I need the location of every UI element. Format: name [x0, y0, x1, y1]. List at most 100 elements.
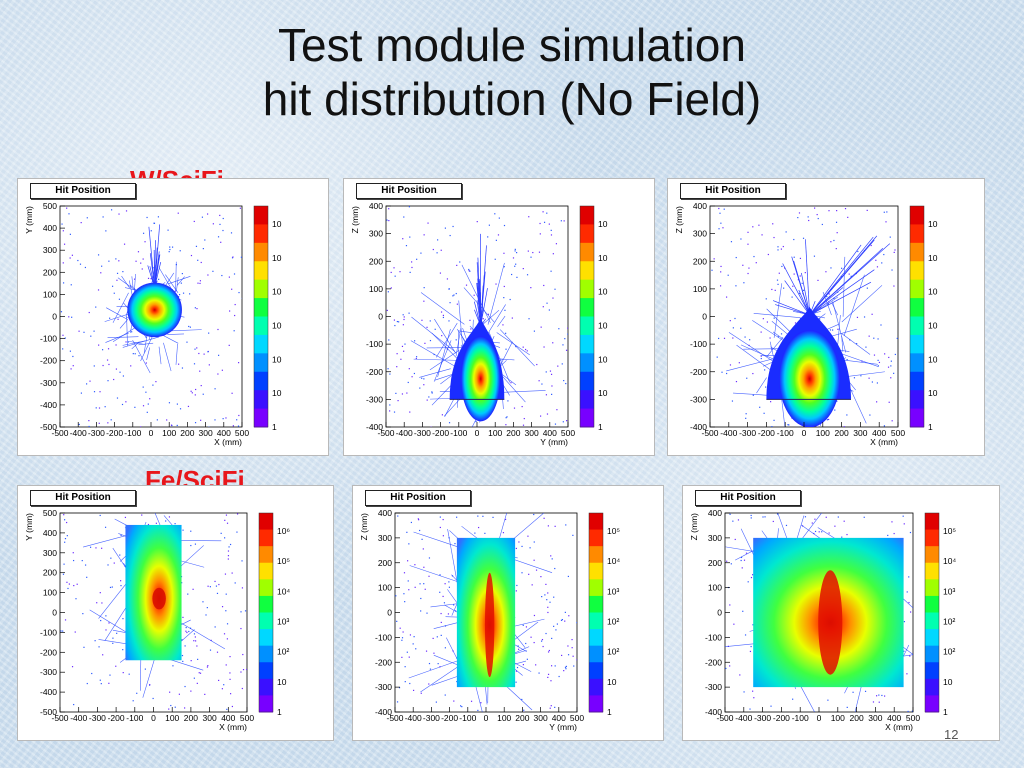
- x-tick-label: -500: [701, 428, 718, 438]
- background-hit: [408, 656, 410, 658]
- palette-swatch: [254, 261, 268, 281]
- background-hit: [747, 581, 749, 583]
- palette-swatch: [910, 371, 924, 391]
- y-tick-label: 400: [369, 201, 383, 211]
- palette-swatch: [589, 546, 603, 564]
- background-hit: [66, 581, 68, 583]
- background-hit: [887, 534, 889, 537]
- x-tick-label: -200: [758, 428, 775, 438]
- background-hit: [894, 249, 896, 251]
- shower-track: [105, 332, 129, 343]
- background-hit: [503, 224, 506, 227]
- y-tick-label: 400: [43, 528, 57, 538]
- background-hit: [448, 320, 450, 322]
- background-hit: [418, 519, 420, 521]
- background-hit: [877, 365, 879, 367]
- background-hit: [179, 250, 181, 252]
- background-hit: [421, 538, 423, 540]
- background-hit: [444, 694, 446, 696]
- background-hit: [829, 329, 832, 331]
- background-hit: [222, 418, 224, 420]
- background-hit: [893, 372, 895, 374]
- background-hit: [120, 580, 122, 582]
- background-hit: [564, 338, 566, 340]
- background-hit: [201, 216, 204, 218]
- background-hit: [200, 419, 202, 421]
- background-hit: [181, 582, 183, 584]
- palette-swatch: [589, 645, 603, 663]
- background-hit: [752, 690, 754, 692]
- background-hit: [140, 262, 142, 264]
- shower-track: [124, 287, 136, 291]
- y-tick-label: -500: [40, 707, 57, 717]
- background-hit: [523, 709, 525, 711]
- background-hit: [908, 601, 910, 604]
- background-hit: [884, 353, 886, 355]
- background-hit: [95, 306, 97, 308]
- palette-swatch: [925, 513, 939, 531]
- background-hit: [442, 314, 445, 317]
- background-hit: [716, 356, 718, 358]
- background-hit: [891, 521, 893, 523]
- background-hit: [125, 341, 127, 343]
- background-hit: [437, 663, 439, 665]
- background-hit: [856, 316, 859, 319]
- background-hit: [527, 535, 529, 537]
- background-hit: [721, 371, 723, 373]
- x-tick-label: -400: [720, 428, 737, 438]
- background-hit: [84, 266, 87, 269]
- background-hit: [891, 269, 893, 271]
- background-hit: [890, 365, 892, 367]
- background-hit: [843, 426, 846, 427]
- background-hit: [214, 388, 216, 390]
- y-tick-label: -200: [366, 367, 383, 377]
- shower-track: [841, 333, 871, 355]
- shower-track: [837, 315, 841, 349]
- background-hit: [870, 244, 872, 247]
- background-hit: [804, 516, 807, 518]
- background-hit: [846, 533, 848, 536]
- palette-label: 1: [928, 422, 933, 432]
- background-hit: [397, 515, 399, 517]
- background-hit: [86, 217, 88, 219]
- background-hit: [533, 513, 535, 516]
- background-hit: [386, 219, 388, 221]
- x-tick-label: 500: [235, 428, 249, 438]
- background-hit: [122, 672, 124, 674]
- background-hit: [389, 410, 391, 412]
- background-hit: [404, 681, 406, 683]
- palette-swatch: [925, 678, 939, 696]
- background-hit: [226, 638, 228, 640]
- heatmap-svg: -500 -400 -300 -200 -100 0 100 200 300 400 5004003…: [350, 201, 608, 447]
- background-hit: [199, 672, 202, 674]
- background-hit: [752, 226, 754, 228]
- background-hit: [89, 380, 91, 382]
- palette-label: 10⁶: [277, 526, 290, 536]
- background-hit: [568, 615, 570, 617]
- background-hit: [505, 424, 507, 426]
- background-hit: [94, 640, 96, 642]
- background-hit: [80, 392, 83, 394]
- background-hit: [147, 403, 149, 405]
- background-hit: [542, 306, 544, 308]
- background-hit: [227, 555, 230, 557]
- palette-label: 10⁵: [277, 556, 290, 566]
- background-hit: [206, 213, 209, 215]
- background-hit: [100, 619, 102, 622]
- palette-swatch: [259, 678, 273, 696]
- y-tick-label: -200: [40, 356, 57, 366]
- background-hit: [428, 557, 431, 559]
- background-hit: [455, 339, 457, 341]
- background-hit: [911, 710, 913, 712]
- palette-label: 1: [277, 707, 282, 717]
- background-hit: [547, 606, 549, 608]
- background-hit: [817, 217, 819, 220]
- background-hit: [836, 400, 838, 402]
- background-hit: [113, 378, 115, 381]
- background-hit: [115, 344, 117, 346]
- background-hit: [125, 210, 128, 212]
- shower-track: [433, 654, 462, 667]
- x-tick-label: -100: [777, 428, 794, 438]
- background-hit: [146, 216, 148, 219]
- y-axis-label: Z (mm): [689, 513, 699, 541]
